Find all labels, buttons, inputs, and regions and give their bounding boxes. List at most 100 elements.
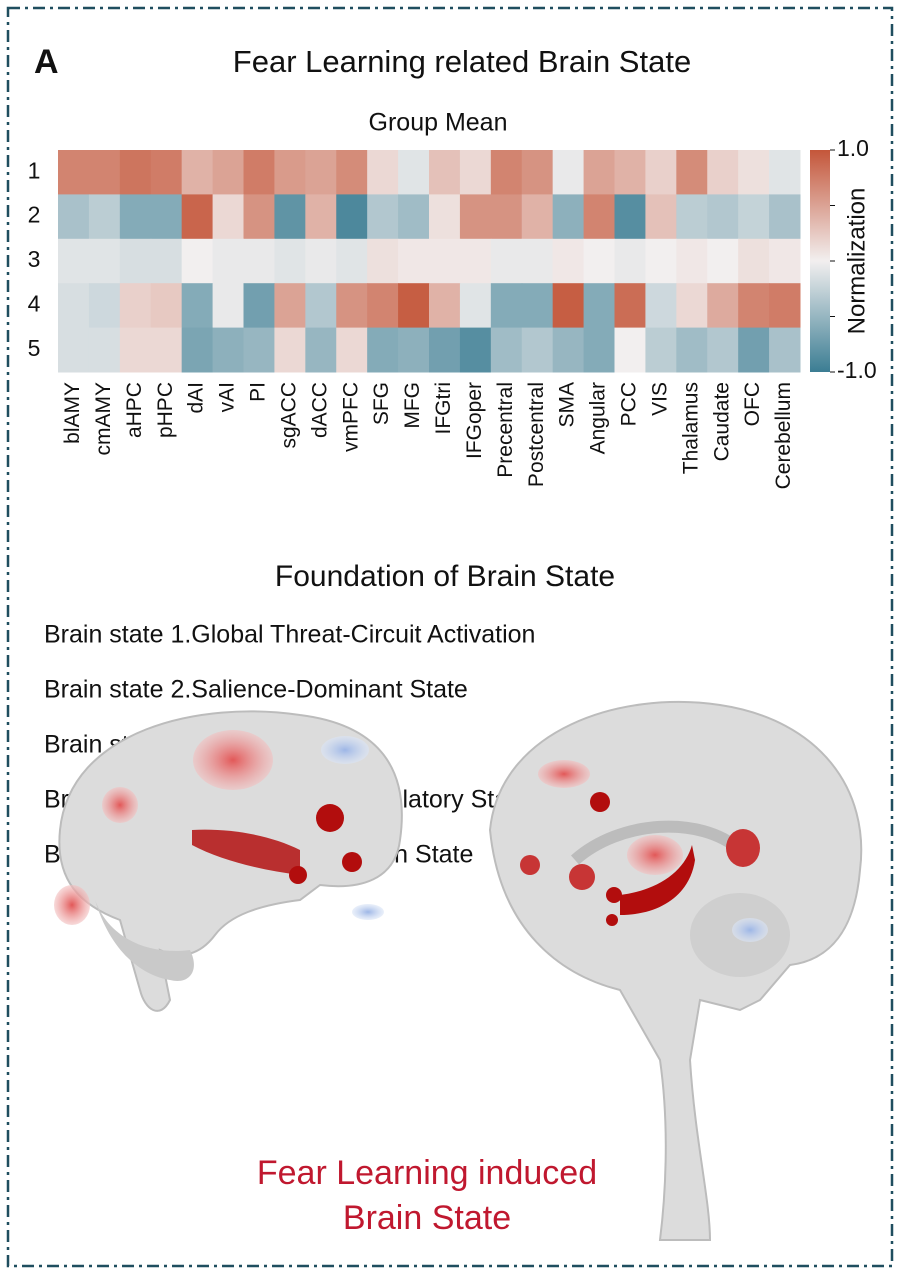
heatmap-cell (274, 239, 305, 284)
state-item: Brain state 2.Salience-Dominant State (44, 676, 468, 704)
heatmap-cell (553, 239, 584, 284)
heatmap-cell (676, 328, 707, 373)
heatmap-cell (707, 328, 738, 373)
row-label: 4 (28, 290, 41, 316)
column-label: cmAMY (92, 382, 115, 456)
heatmap-cell (522, 283, 553, 328)
row-label: 1 (28, 157, 41, 183)
heatmap-cell (305, 283, 336, 328)
heatmap-cell (553, 194, 584, 239)
heatmap-cell (182, 283, 213, 328)
heatmap-cell (584, 239, 615, 284)
column-label: SMA (556, 382, 579, 428)
colorbar (810, 150, 830, 372)
heatmap-cell (89, 283, 120, 328)
heatmap-cell (274, 283, 305, 328)
heatmap-cell (58, 328, 89, 373)
heatmap-cell (120, 194, 151, 239)
column-label: IFGoper (463, 382, 486, 459)
heatmap-cell (429, 239, 460, 284)
heatmap-cell (398, 239, 429, 284)
heatmap-cell (429, 328, 460, 373)
column-label: dACC (308, 382, 331, 438)
heatmap-cell (58, 194, 89, 239)
heatmap-cell (491, 328, 522, 373)
heatmap-cell (491, 283, 522, 328)
chart-title: Fear Learning related Brain State (233, 44, 691, 79)
caption: Fear Learning induced (257, 1154, 597, 1192)
column-label: MFG (401, 382, 424, 429)
heatmap-cell (522, 328, 553, 373)
row-label: 3 (28, 246, 41, 272)
colorbar-tick-label: -1.0 (837, 357, 877, 383)
heatmap-cell (738, 239, 769, 284)
heatmap-cell (89, 194, 120, 239)
column-label: VIS (648, 382, 671, 416)
heatmap-cell (305, 239, 336, 284)
heatmap-cell (584, 283, 615, 328)
heatmap-cell (305, 194, 336, 239)
heatmap-cell (274, 328, 305, 373)
column-label: OFC (741, 382, 764, 426)
state-item: Brain state 1.Global Threat-Circuit Acti… (44, 621, 535, 649)
heatmap-cell (367, 239, 398, 284)
column-label: IFGtri (432, 382, 455, 435)
heatmap-cell (398, 150, 429, 195)
colorbar-tick-label: 1.0 (837, 135, 869, 161)
heatmap-cell (336, 239, 367, 284)
figure: A Fear Learning related Brain State Grou… (0, 0, 900, 1274)
heatmap-cell (707, 194, 738, 239)
heatmap-cell (244, 194, 275, 239)
heatmap-cell (305, 150, 336, 195)
heatmap-cell (336, 150, 367, 195)
heatmap-cell (769, 239, 800, 284)
column-label: pHPC (154, 382, 177, 438)
brain-lateral (54, 711, 402, 1011)
heatmap-cell (398, 328, 429, 373)
heatmap-cell (89, 150, 120, 195)
heatmap-cell (151, 150, 182, 195)
heatmap-cell (553, 150, 584, 195)
heatmap-cell (244, 283, 275, 328)
heatmap-cell (584, 328, 615, 373)
heatmap-cell (769, 150, 800, 195)
heatmap-cell (213, 283, 244, 328)
heatmap-cell (305, 328, 336, 373)
column-label: aHPC (123, 382, 146, 438)
heatmap-cell (58, 150, 89, 195)
heatmap-cell (615, 328, 646, 373)
heatmap-cell (58, 239, 89, 284)
heatmap-cell (336, 328, 367, 373)
row-label: 2 (28, 202, 41, 228)
heatmap-cell (676, 150, 707, 195)
heatmap-cell (645, 328, 676, 373)
heatmap-cell (429, 283, 460, 328)
heatmap-cell (89, 328, 120, 373)
heatmap-cell (738, 283, 769, 328)
heatmap-cell (491, 150, 522, 195)
heatmap-cell (244, 328, 275, 373)
heatmap-cell (244, 239, 275, 284)
heatmap-cell (615, 194, 646, 239)
column-label: Angular (587, 382, 610, 454)
heatmap-cell (707, 150, 738, 195)
column-label: Caudate (710, 382, 733, 461)
heatmap-cell (769, 328, 800, 373)
panel-label: A (34, 43, 59, 81)
heatmap-cell (429, 194, 460, 239)
heatmap-cell (182, 239, 213, 284)
heatmap-cell (707, 283, 738, 328)
heatmap-cell (460, 283, 491, 328)
heatmap-cell (645, 150, 676, 195)
heatmap-cell (676, 194, 707, 239)
heatmap-cell (460, 194, 491, 239)
column-label: PCC (618, 382, 641, 426)
column-label: SFG (370, 382, 393, 425)
heatmap-cell (367, 150, 398, 195)
heatmap-cell (274, 194, 305, 239)
heatmap-cell (58, 283, 89, 328)
heatmap-cell (213, 239, 244, 284)
heatmap-cell (274, 150, 305, 195)
heatmap-cell (707, 239, 738, 284)
column-label: blAMY (61, 382, 84, 444)
